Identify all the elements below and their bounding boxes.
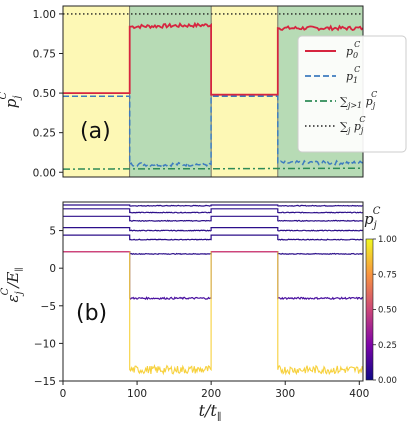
series-group	[63, 13, 364, 170]
x-tick-label: 400	[349, 388, 369, 400]
legend-label-sum-all: ∑j pjC	[340, 115, 366, 135]
colorbar: 0.00 0.25 0.50 0.75 1.00 pjC	[364, 206, 397, 386]
x-tick-label: 100	[127, 388, 147, 400]
legend-box	[297, 35, 407, 153]
x-tick-label: 300	[275, 388, 295, 400]
series-line-dashed	[63, 95, 364, 168]
background-region-3	[211, 6, 278, 177]
colorbar-tick-label: 0.50	[378, 306, 397, 316]
energy-level-8	[63, 251, 364, 376]
x-tick-label: 0	[60, 388, 67, 400]
background-region-2	[129, 6, 212, 177]
x-axis-label: t/t∥	[199, 401, 222, 423]
colorbar-tick-label: 0.75	[378, 270, 397, 280]
colorbar-tick-label: 0.00	[378, 376, 397, 386]
energy-level-7	[63, 251, 364, 301]
background-region-1	[63, 6, 130, 177]
y-tick-label: −15	[34, 376, 56, 388]
y-ticks: −15 −10 −5 0 5	[34, 226, 63, 388]
energy-level-1	[63, 204, 363, 207]
y-tick-label: 0	[49, 263, 56, 275]
x-ticks: 0 100 200 300 400	[60, 381, 369, 400]
series-line-solid	[63, 21, 364, 96]
y-ticks: 0.00 0.25 0.50 0.75 1.00	[33, 9, 63, 179]
energy-level-3	[63, 215, 364, 222]
series-line-dashdot	[63, 167, 363, 170]
y-tick-label: 1.00	[33, 9, 56, 21]
y-tick-label: 0.50	[33, 88, 56, 100]
colorbar-tick-label: 0.25	[378, 341, 397, 351]
y-axis-label-b: εjC/E∥	[0, 267, 25, 302]
y-axis-label-a: pjC	[0, 91, 23, 108]
y-tick-label: 5	[49, 226, 56, 238]
panel-label-b: (b)	[76, 301, 107, 326]
panel-a: 0.00 0.25 0.50 0.75 1.00 (a) pjC p0C p1C ∑j>…	[0, 5, 407, 179]
colorbar-ticks: 0.00 0.25 0.50 0.75 1.00	[373, 235, 397, 386]
energy-level-4	[63, 227, 364, 232]
colorbar-label: pjC	[364, 206, 381, 231]
y-tick-label: 0.75	[33, 49, 56, 61]
panel-label-a: (a)	[80, 119, 111, 144]
legend: p0C p1C ∑j>1 pjC ∑j pjC	[297, 35, 407, 153]
panel-b: −15−10−505 0 100 200 300 400 (b) εjC/E∥ t/t∥…	[0, 201, 397, 423]
x-tick-label: 200	[201, 388, 221, 400]
y-tick-label: −10	[34, 338, 56, 350]
energy-level-2	[63, 208, 364, 214]
energy-level-5	[63, 234, 364, 241]
plot-frame	[62, 201, 364, 382]
colorbar-gradient	[365, 238, 374, 381]
colorbar-tick-label: 1.00	[378, 235, 397, 245]
energy-levels	[63, 204, 364, 376]
y-tick-label: 0.25	[33, 128, 56, 140]
y-tick-label: 0.00	[33, 167, 56, 179]
y-tick-label: −5	[41, 301, 56, 313]
